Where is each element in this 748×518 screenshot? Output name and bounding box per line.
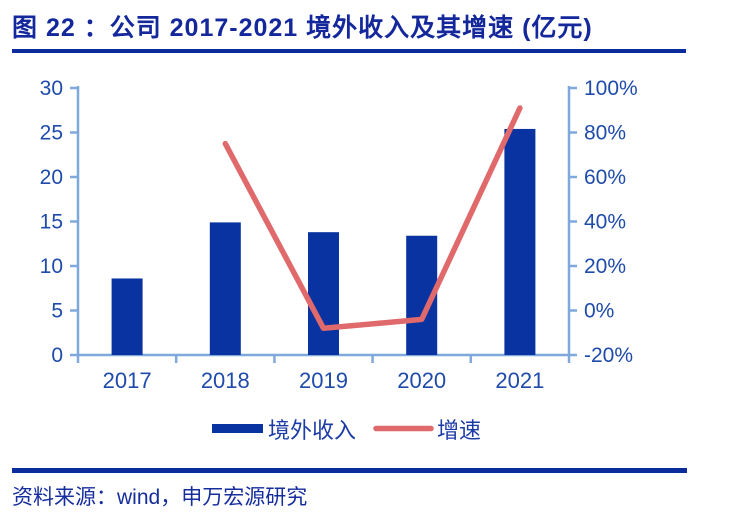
x-axis-ticks: 2017 2018 2019 2020 2021 <box>76 355 571 393</box>
left-tick-label: 15 <box>40 211 63 234</box>
title-underline <box>12 49 686 53</box>
left-tick-label: 25 <box>40 122 63 145</box>
left-tick-label: 10 <box>40 255 63 278</box>
data-source-note: 资料来源：wind，申万宏源研究 <box>12 486 308 509</box>
left-axis-ticks: 0 5 10 15 20 25 30 <box>40 77 78 367</box>
legend-bar-swatch <box>212 424 263 433</box>
category-label-2021: 2021 <box>495 368 544 393</box>
right-tick-label: -20% <box>584 344 633 367</box>
right-tick-label: 80% <box>584 122 626 145</box>
right-tick-label: 20% <box>584 255 626 278</box>
category-label-2017: 2017 <box>103 368 152 393</box>
right-tick-label: 40% <box>584 211 626 234</box>
right-tick-label: 0% <box>584 300 614 323</box>
left-tick-label: 5 <box>51 300 63 323</box>
bar-2019 <box>308 232 339 355</box>
category-label-2020: 2020 <box>397 368 446 393</box>
left-tick-label: 0 <box>51 344 63 367</box>
legend-bar-label: 境外收入 <box>268 418 356 443</box>
bar-series <box>111 128 536 355</box>
right-tick-label: 100% <box>584 77 638 100</box>
growth-line <box>222 105 523 332</box>
chart-legend: 境外收入 增速 <box>212 418 481 443</box>
bar-2017 <box>111 278 143 355</box>
footer-divider <box>12 468 687 473</box>
left-tick-label: 20 <box>40 166 63 189</box>
left-tick-label: 30 <box>40 77 63 100</box>
figure-title: 图 22 ：公司 2017-2021 境外收入及其增速 (亿元) <box>12 14 593 42</box>
bar-2021 <box>504 128 536 355</box>
bar-2018 <box>209 222 241 355</box>
right-tick-label: 60% <box>584 166 626 189</box>
right-axis-ticks: -20% 0% 20% 40% 60% 80% 100% <box>569 77 638 367</box>
category-label-2018: 2018 <box>201 368 250 393</box>
legend-line-label: 增速 <box>437 418 481 443</box>
category-label-2019: 2019 <box>299 368 348 393</box>
